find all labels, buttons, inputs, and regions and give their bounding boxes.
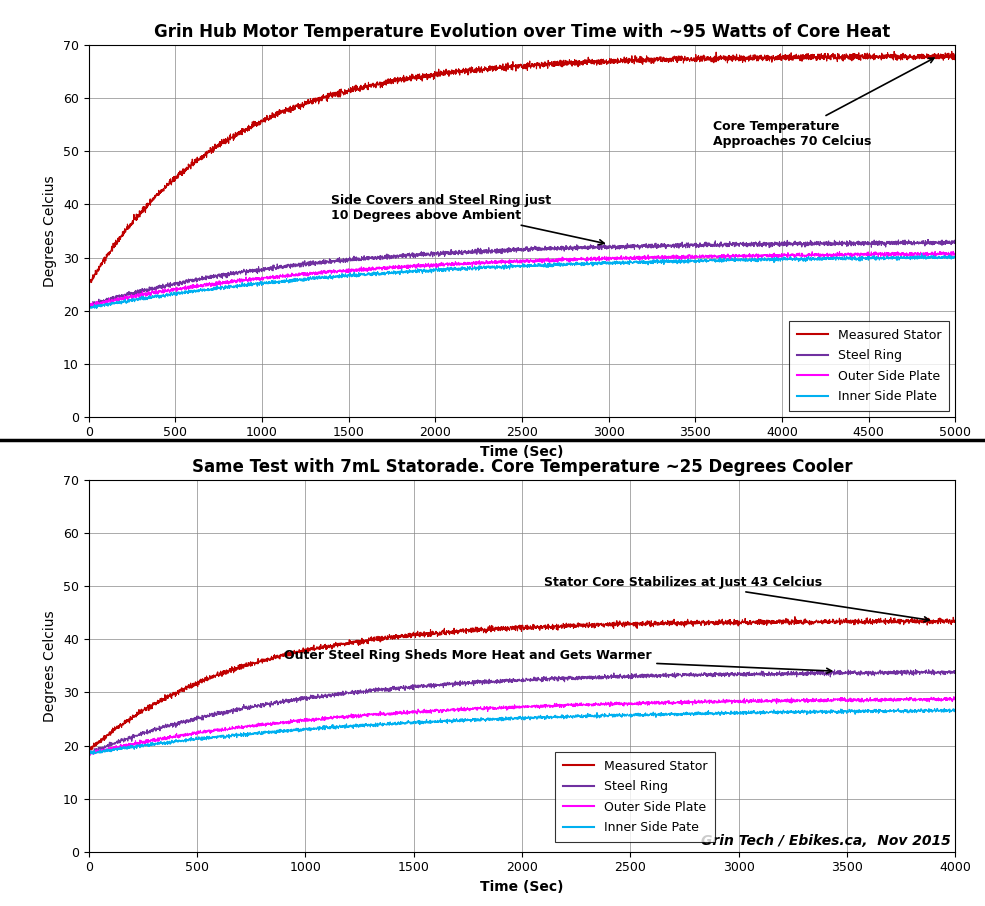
Text: Outer Steel Ring Sheds More Heat and Gets Warmer: Outer Steel Ring Sheds More Heat and Get… [284,649,831,673]
Legend: Measured Stator, Steel Ring, Outer Side Plate, Inner Side Pate: Measured Stator, Steel Ring, Outer Side … [556,752,715,842]
Title: Grin Hub Motor Temperature Evolution over Time with ~95 Watts of Core Heat: Grin Hub Motor Temperature Evolution ove… [154,23,890,41]
Text: Side Covers and Steel Ring just
10 Degrees above Ambient: Side Covers and Steel Ring just 10 Degre… [331,194,604,245]
Text: Core Temperature
Approaches 70 Celcius: Core Temperature Approaches 70 Celcius [713,58,934,148]
Y-axis label: Degrees Celcius: Degrees Celcius [43,610,57,722]
X-axis label: Time (Sec): Time (Sec) [481,445,563,459]
Y-axis label: Degrees Celcius: Degrees Celcius [43,175,57,287]
Legend: Measured Stator, Steel Ring, Outer Side Plate, Inner Side Plate: Measured Stator, Steel Ring, Outer Side … [789,321,950,410]
Title: Same Test with 7mL Statorade. Core Temperature ~25 Degrees Cooler: Same Test with 7mL Statorade. Core Tempe… [192,458,852,476]
Text: Stator Core Stabilizes at Just 43 Celcius: Stator Core Stabilizes at Just 43 Celciu… [544,575,929,622]
X-axis label: Time (Sec): Time (Sec) [481,880,563,894]
Text: Grin Tech / Ebikes.ca,  Nov 2015: Grin Tech / Ebikes.ca, Nov 2015 [701,834,952,848]
